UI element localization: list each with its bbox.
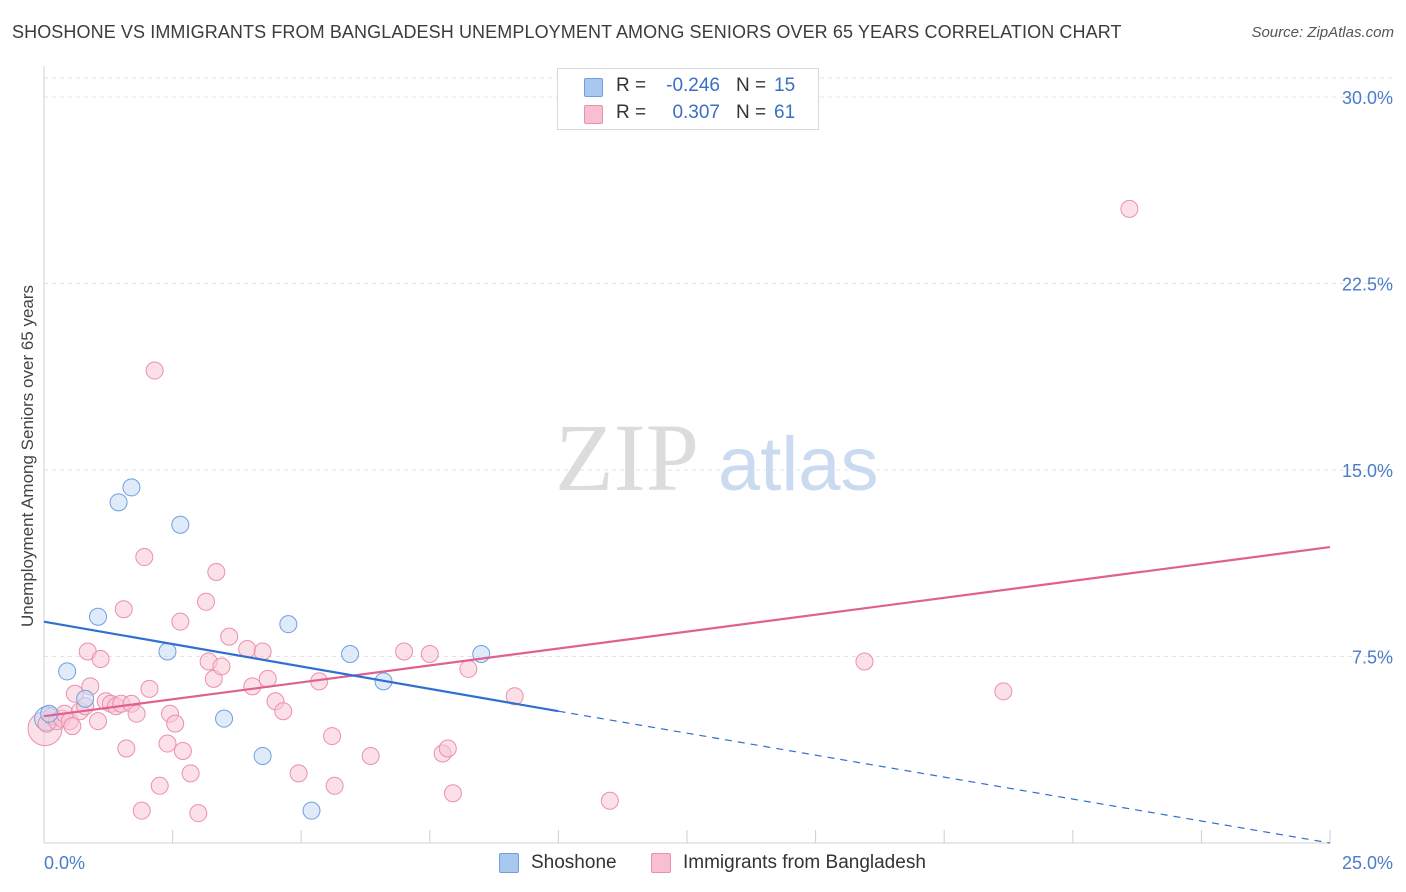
tick-labels: 7.5% 15.0% 22.5% 30.0% 0.0% 25.0% bbox=[44, 88, 1393, 873]
data-point-bangladesh bbox=[855, 652, 874, 671]
data-point-bangladesh bbox=[197, 592, 216, 611]
series-legend-swatch-shoshone bbox=[499, 853, 519, 873]
data-point-shoshone bbox=[158, 642, 177, 661]
trend-line-shoshone bbox=[43, 620, 559, 713]
data-point-bangladesh bbox=[325, 776, 344, 795]
data-point-bangladesh bbox=[117, 739, 136, 758]
data-point-bangladesh bbox=[443, 784, 462, 803]
data-point-bangladesh bbox=[600, 791, 619, 810]
data-point-bangladesh bbox=[1120, 199, 1139, 218]
data-points bbox=[27, 199, 1139, 823]
legend-r-value: -0.246 bbox=[666, 75, 720, 96]
legend-n-value: 15 bbox=[774, 75, 796, 96]
data-point-shoshone bbox=[76, 689, 95, 708]
legend-r-value: 0.307 bbox=[672, 102, 720, 123]
data-point-bangladesh bbox=[420, 645, 439, 664]
chart-title: SHOSHONE VS IMMIGRANTS FROM BANGLADESH U… bbox=[12, 22, 1122, 42]
y-tick-label: 22.5% bbox=[1342, 275, 1393, 295]
data-point-shoshone bbox=[341, 645, 360, 664]
data-point-bangladesh bbox=[127, 704, 146, 723]
watermark-atlas: atlas bbox=[718, 422, 879, 507]
data-point-bangladesh bbox=[189, 804, 208, 823]
watermark: ZIP atlas bbox=[555, 404, 879, 511]
x-tick-label: 0.0% bbox=[44, 853, 85, 873]
data-point-shoshone bbox=[89, 607, 108, 626]
grid-lines bbox=[44, 77, 1395, 657]
data-point-shoshone bbox=[279, 615, 298, 634]
x-tick-label: 25.0% bbox=[1342, 853, 1393, 873]
data-point-bangladesh bbox=[171, 612, 190, 631]
data-point-bangladesh bbox=[145, 361, 164, 380]
y-tick-label: 30.0% bbox=[1342, 88, 1393, 108]
legend-n-value: 61 bbox=[774, 102, 796, 123]
data-point-bangladesh bbox=[994, 682, 1013, 701]
data-point-bangladesh bbox=[63, 717, 82, 736]
data-point-bangladesh bbox=[140, 679, 159, 698]
data-point-bangladesh bbox=[243, 677, 262, 696]
data-point-bangladesh bbox=[135, 548, 154, 567]
series-legend-swatch-bangladesh bbox=[651, 853, 671, 873]
data-point-bangladesh bbox=[459, 659, 478, 678]
trend-lines bbox=[43, 545, 1331, 844]
data-point-shoshone bbox=[253, 746, 272, 765]
data-point-shoshone bbox=[302, 801, 321, 820]
data-point-shoshone bbox=[171, 515, 190, 534]
data-point-bangladesh bbox=[166, 714, 185, 733]
legend-r-label: R = bbox=[616, 75, 647, 96]
legend-swatch-shoshone bbox=[584, 78, 603, 97]
data-point-shoshone bbox=[122, 478, 141, 497]
data-point-bangladesh bbox=[274, 702, 293, 721]
data-point-bangladesh bbox=[253, 642, 272, 661]
data-point-bangladesh bbox=[220, 627, 239, 646]
data-point-shoshone bbox=[215, 709, 234, 728]
data-point-bangladesh bbox=[132, 801, 151, 820]
legend-swatch-bangladesh bbox=[584, 105, 603, 124]
series-legend-label: Shoshone bbox=[531, 852, 617, 873]
y-tick-label: 7.5% bbox=[1352, 648, 1393, 668]
legend-n-label: N = bbox=[736, 75, 767, 96]
data-point-bangladesh bbox=[114, 600, 133, 619]
data-point-bangladesh bbox=[207, 562, 226, 581]
data-point-bangladesh bbox=[505, 687, 524, 706]
y-tick-label: 15.0% bbox=[1342, 461, 1393, 481]
data-point-bangladesh bbox=[91, 649, 110, 668]
data-point-bangladesh bbox=[361, 746, 380, 765]
series-legend-label: Immigrants from Bangladesh bbox=[683, 852, 926, 873]
data-point-bangladesh bbox=[289, 764, 308, 783]
data-point-shoshone bbox=[58, 662, 77, 681]
legend-r-label: R = bbox=[616, 102, 647, 123]
data-point-bangladesh bbox=[150, 776, 169, 795]
legend-n-label: N = bbox=[736, 102, 767, 123]
data-point-bangladesh bbox=[181, 764, 200, 783]
data-point-bangladesh bbox=[158, 734, 177, 753]
data-point-bangladesh bbox=[173, 741, 192, 760]
data-point-shoshone bbox=[109, 493, 128, 512]
data-point-bangladesh bbox=[323, 727, 342, 746]
trend-line-bangladesh bbox=[43, 545, 1331, 718]
data-point-bangladesh bbox=[438, 739, 457, 758]
data-point-bangladesh bbox=[395, 642, 414, 661]
data-point-bangladesh bbox=[89, 712, 108, 731]
data-point-bangladesh bbox=[258, 669, 277, 688]
correlation-legend: R = -0.246 N = 15 R = 0.307 N = 61 bbox=[557, 68, 819, 130]
data-point-bangladesh bbox=[212, 657, 231, 676]
trend-line-shoshone-extension bbox=[558, 710, 1331, 844]
axes bbox=[43, 66, 1331, 844]
source-label: Source: ZipAtlas.com bbox=[1251, 24, 1394, 41]
watermark-zip: ZIP bbox=[555, 404, 699, 511]
